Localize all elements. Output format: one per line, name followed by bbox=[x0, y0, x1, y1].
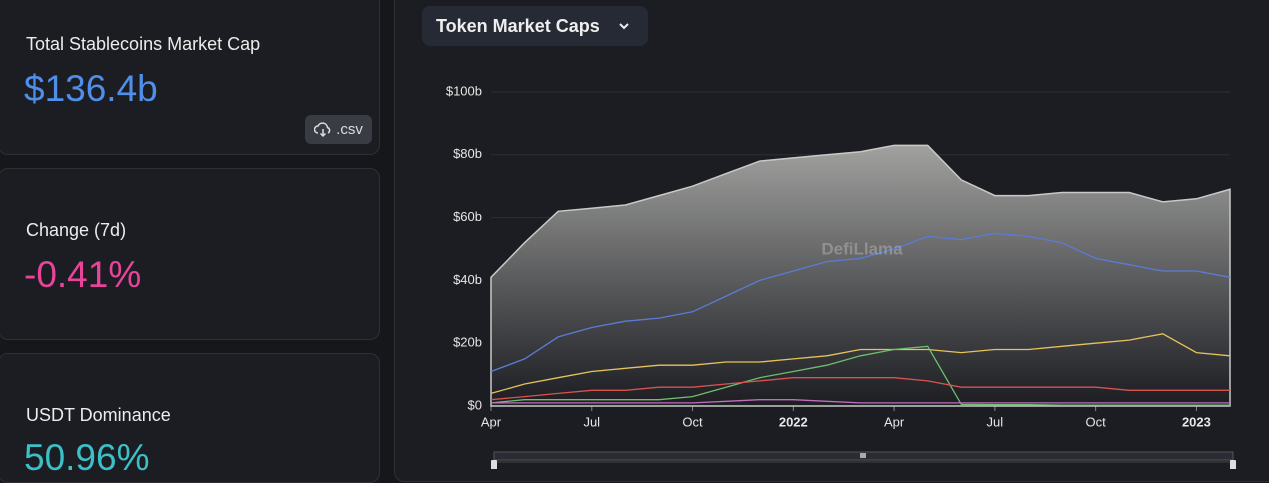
line bbox=[490, 377, 1230, 401]
line bbox=[491, 399, 1230, 404]
y-tick-label: $20b bbox=[453, 335, 482, 350]
dropdown[interactable]: Token Market Caps bbox=[422, 6, 648, 46]
y-tick-label: $0 bbox=[468, 397, 482, 412]
x-tick-label: 2022 bbox=[779, 414, 808, 429]
watermark: DefiLlama bbox=[821, 239, 903, 258]
area bbox=[490, 144, 1231, 407]
stat-card bbox=[0, 353, 380, 483]
stat-label: USDT Dominance bbox=[26, 405, 171, 425]
brush[interactable] bbox=[491, 451, 1236, 469]
stat-label: Change (7d) bbox=[26, 220, 127, 240]
brush-grip bbox=[860, 453, 866, 458]
stat-value: $136.4b bbox=[24, 68, 158, 109]
download-icon bbox=[314, 121, 331, 137]
x-tick-label: Oct bbox=[1086, 414, 1107, 429]
brush-handle[interactable] bbox=[1230, 460, 1236, 469]
csv-button[interactable]: .csv bbox=[305, 115, 372, 144]
y-tick-label: $60b bbox=[453, 209, 482, 224]
line bbox=[490, 232, 1231, 373]
dropdown-label: Token Market Caps bbox=[436, 15, 600, 36]
x-tick-label: 2023 bbox=[1182, 414, 1211, 429]
x-tick-label: Jul bbox=[987, 414, 1004, 429]
chart: $0 $20b $40b $60b $80b $100b Apr Jul Oct 2022 Apr J… bbox=[446, 83, 1236, 469]
line bbox=[490, 345, 1230, 406]
x-tick-label: Apr bbox=[481, 414, 502, 429]
csv-label: .csv bbox=[336, 121, 363, 138]
x-tick-label: Jul bbox=[583, 414, 600, 429]
x-tick-label: Apr bbox=[884, 414, 905, 429]
brush-handle[interactable] bbox=[491, 460, 497, 469]
x-tick-label: Oct bbox=[682, 414, 703, 429]
y-tick-label: $100b bbox=[446, 83, 482, 98]
line bbox=[490, 333, 1231, 395]
stat-card bbox=[0, 168, 380, 340]
y-tick-label: $80b bbox=[453, 146, 482, 161]
y-tick-label: $40b bbox=[453, 272, 482, 287]
stat-value: -0.41% bbox=[24, 254, 142, 295]
chevron bbox=[619, 23, 629, 30]
stat-label: Total Stablecoins Market Cap bbox=[26, 34, 261, 54]
